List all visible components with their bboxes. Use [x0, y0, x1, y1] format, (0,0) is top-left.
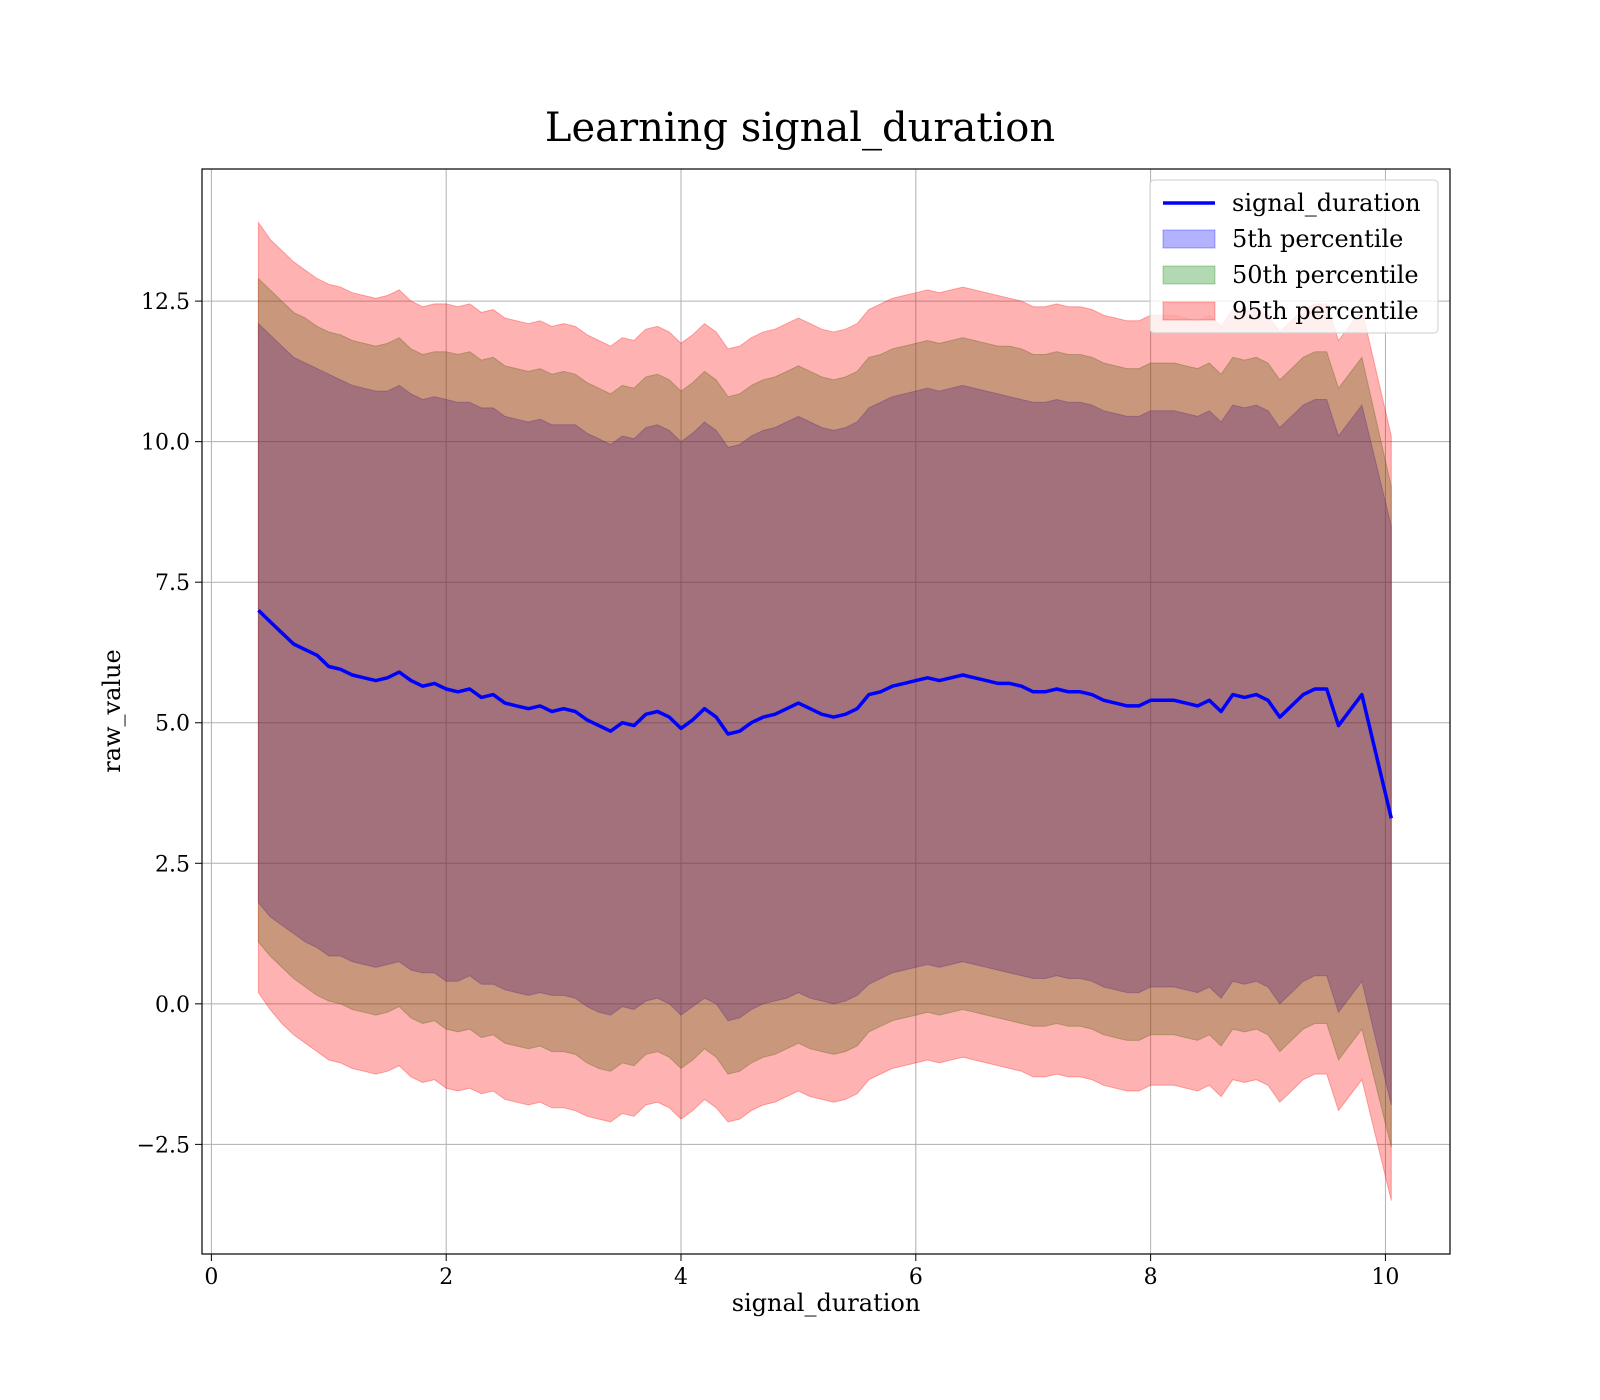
grid-lines [202, 169, 1450, 1254]
y-axis-ticks: −2.5 0.0 2.5 5.0 7.5 10.0 12.5 [137, 290, 202, 1158]
x-tick-label: 2 [439, 1265, 453, 1290]
series-line-signal-duration [257, 609, 1394, 819]
x-tick-label: 0 [204, 1265, 218, 1290]
percentile-bands [257, 220, 1392, 1201]
legend-swatch [1162, 229, 1216, 249]
y-tick-label: 10.0 [141, 431, 190, 456]
series-lines [257, 609, 1394, 819]
chart-title: Learning signal_duration [545, 105, 1055, 151]
plot-frame [201, 168, 1451, 1255]
legend-label: 5th percentile [1232, 225, 1403, 253]
band-50th-percentile [257, 277, 1392, 1148]
legend-swatch [1162, 301, 1216, 321]
y-tick-label: −2.5 [137, 1133, 190, 1158]
legend-items: signal_duration 5th percentile 50th percen… [1162, 189, 1421, 325]
x-axis-label: signal_duration [732, 1289, 921, 1317]
plot-area [201, 168, 1451, 1255]
y-tick-label: 5.0 [155, 712, 190, 737]
legend-label: 95th percentile [1232, 297, 1419, 325]
legend-swatch [1162, 265, 1216, 285]
x-tick-label: 4 [674, 1265, 688, 1290]
y-tick-label: 0.0 [155, 993, 190, 1018]
x-tick-label: 6 [909, 1265, 923, 1290]
y-tick-label: 12.5 [141, 290, 190, 315]
legend-frame [1149, 179, 1439, 334]
x-tick-label: 10 [1371, 1265, 1399, 1290]
legend-label: signal_duration [1232, 189, 1421, 217]
plot-background [202, 169, 1450, 1254]
y-tick-label: 2.5 [155, 852, 190, 877]
legend-label: 50th percentile [1232, 261, 1419, 289]
y-tick-label: 7.5 [155, 571, 190, 596]
legend: signal_duration 5th percentile 50th percen… [1149, 179, 1439, 334]
y-axis-label: raw_value [98, 649, 126, 773]
band-95th-percentile [257, 220, 1392, 1201]
x-tick-label: 8 [1144, 1265, 1158, 1290]
x-axis-ticks: 0 2 4 6 8 10 [204, 1254, 1399, 1290]
